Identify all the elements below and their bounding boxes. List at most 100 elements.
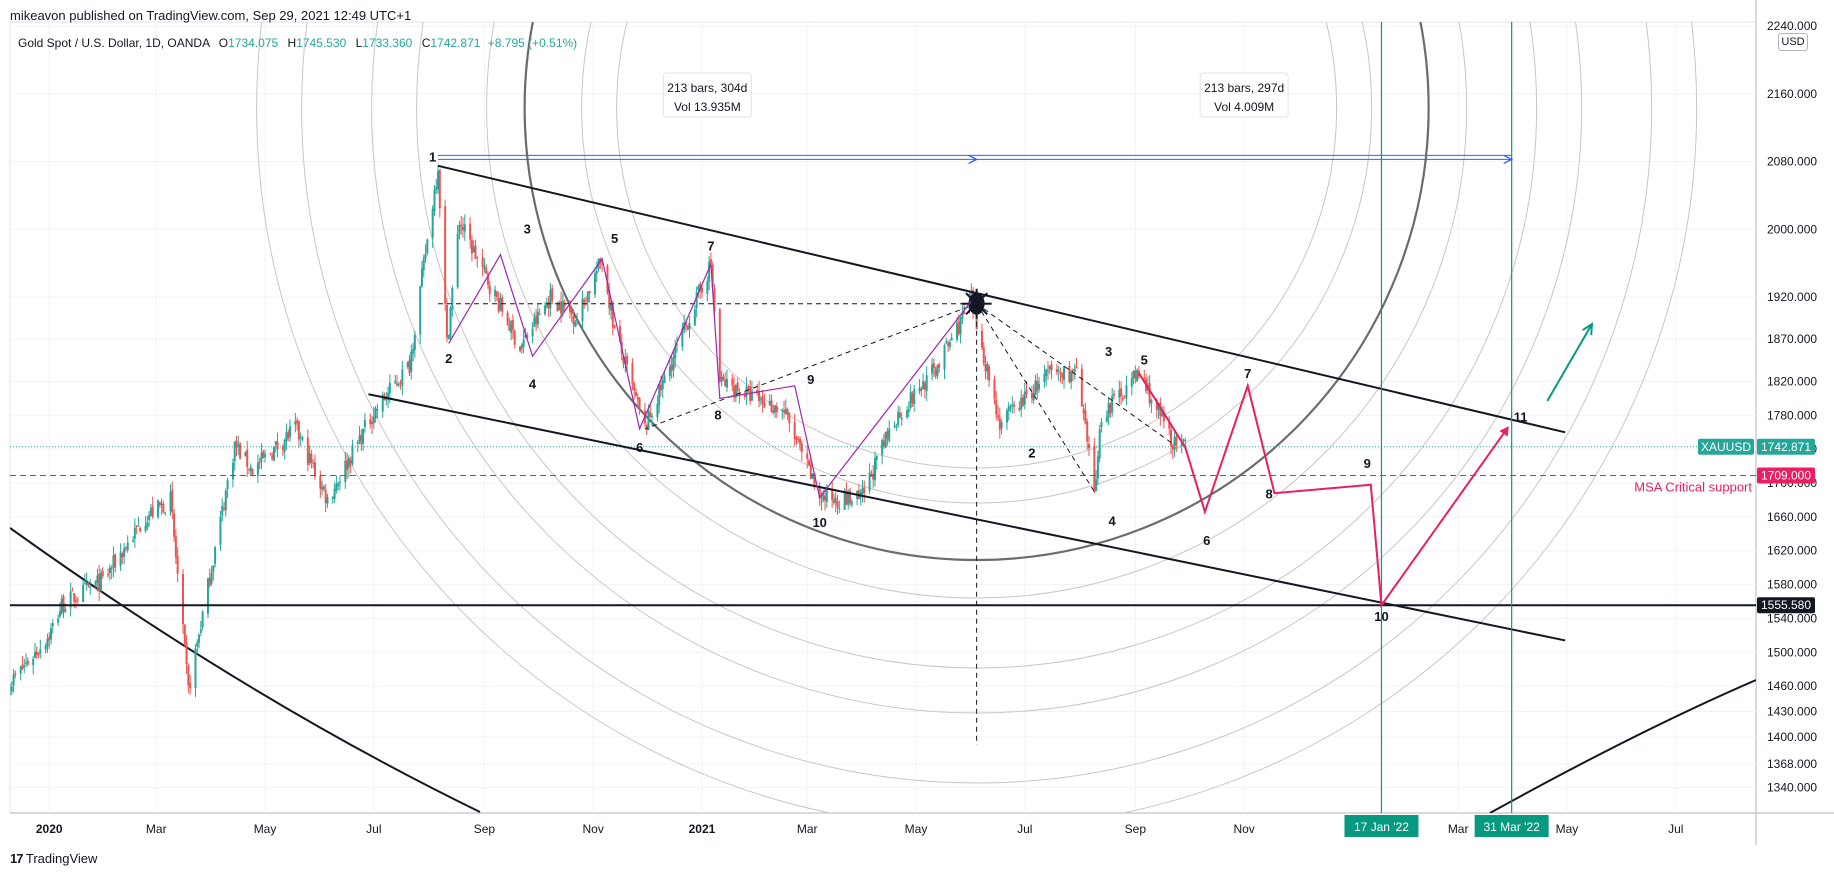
candle-body [126,542,129,551]
candle-body [1118,390,1121,398]
candle-body [406,362,409,368]
candle-body [173,513,176,537]
candle-body [331,496,334,500]
candle-body [1087,443,1090,449]
symbol-tag: XAUUSD [1701,440,1751,454]
candle-body [1136,369,1139,382]
price-label-box [1757,597,1815,614]
candle-body [189,682,192,689]
wave-label: 5 [1141,353,1148,368]
candle-body [847,491,850,505]
candle-body [226,480,229,490]
candle-body [774,405,777,413]
x-tick-label: 2021 [689,822,716,836]
projection-lead-segment [1138,372,1187,449]
wave-path-purple [448,253,972,499]
candle-body [171,489,174,513]
x-tick-label: May [1556,822,1579,836]
candle-body [101,571,104,577]
close-label: C [421,36,431,50]
candle-body [283,439,286,452]
candle-body [351,445,354,464]
candle-body [237,444,240,447]
candle-body [1009,407,1012,409]
candle-body [119,552,122,567]
candle-body [194,648,197,689]
candle-body [206,578,209,614]
currency-button[interactable]: USD [1778,33,1808,51]
candle-body [1045,369,1048,377]
candle-body [544,305,547,315]
candle-body [734,384,737,398]
candle-body [531,328,534,337]
candle-body [260,452,263,462]
candle-body [1005,410,1008,423]
candle-body [838,507,841,509]
candle-body [10,692,11,694]
candle-body [12,674,15,686]
fib-arcs [10,22,1756,813]
candle-body [438,169,441,209]
candle-body [181,573,184,625]
candle-body [1018,407,1021,411]
candle-body [806,453,809,459]
candle-body [633,383,636,391]
candle-body [831,490,834,501]
price-axis[interactable]: 1340.000 1368.000 1400.000 1430.000 1460.000… [1698,19,1817,795]
candle-body [486,274,489,285]
candle-body [670,364,673,371]
candle-body [96,575,99,583]
candle-body [10,686,13,692]
candle-body [408,359,411,374]
candle-body [210,573,213,584]
symbol-name[interactable]: Gold Spot / U.S. Dollar, 1D, OANDA [18,36,210,50]
y-tick-label: 2240.000 [1767,19,1817,33]
candle-body [786,409,789,415]
candle-body [299,437,302,439]
symbol-legend[interactable]: Gold Spot / U.S. Dollar, 1D, OANDA O1734… [18,36,577,50]
candle-body [401,369,404,386]
candle-body [297,421,300,440]
publisher-line: mikeavon published on TradingView.com, S… [10,8,412,23]
candle-body [636,397,639,400]
candle-body [984,363,987,372]
candle-body [681,328,684,347]
time-axis[interactable]: 2020 Mar May Jul Sep Nov 2021 Mar May Jul Sep Nov Ma… [36,815,1684,837]
candle-body [410,351,413,372]
candle-body [920,388,923,391]
y-tick-label: 1660.000 [1767,510,1817,524]
candle-body [385,398,388,401]
candle-body [535,315,538,324]
candle-body [374,408,377,419]
candle-body [1084,410,1087,424]
candle-body [1071,369,1074,371]
candle-body [957,321,960,334]
candle-body [936,365,939,377]
candle-body [775,406,778,413]
candle-body [909,391,912,408]
candle-body [895,426,898,428]
candle-body [511,320,514,330]
candle-body [1123,397,1126,399]
candle-body [62,596,65,612]
candle-body [376,409,379,411]
candle-body [1184,439,1187,442]
candle-body [319,476,322,489]
candle-body [149,508,152,516]
candle-body [963,311,966,314]
candle-body [449,308,452,338]
y-tick-label: 1580.000 [1767,578,1817,592]
candle-body [743,393,746,398]
candle-body [1061,373,1064,378]
outer-curve-right [1489,679,1756,813]
candle-body [1105,416,1108,422]
candle-body [123,548,126,557]
candle-body [272,446,275,461]
candle-body [647,410,650,430]
candle-body [461,227,464,231]
candle-body [538,314,541,316]
candle-body [358,435,361,442]
candle-body [219,516,222,545]
tradingview-footer[interactable]: 17 TradingView [10,851,97,866]
